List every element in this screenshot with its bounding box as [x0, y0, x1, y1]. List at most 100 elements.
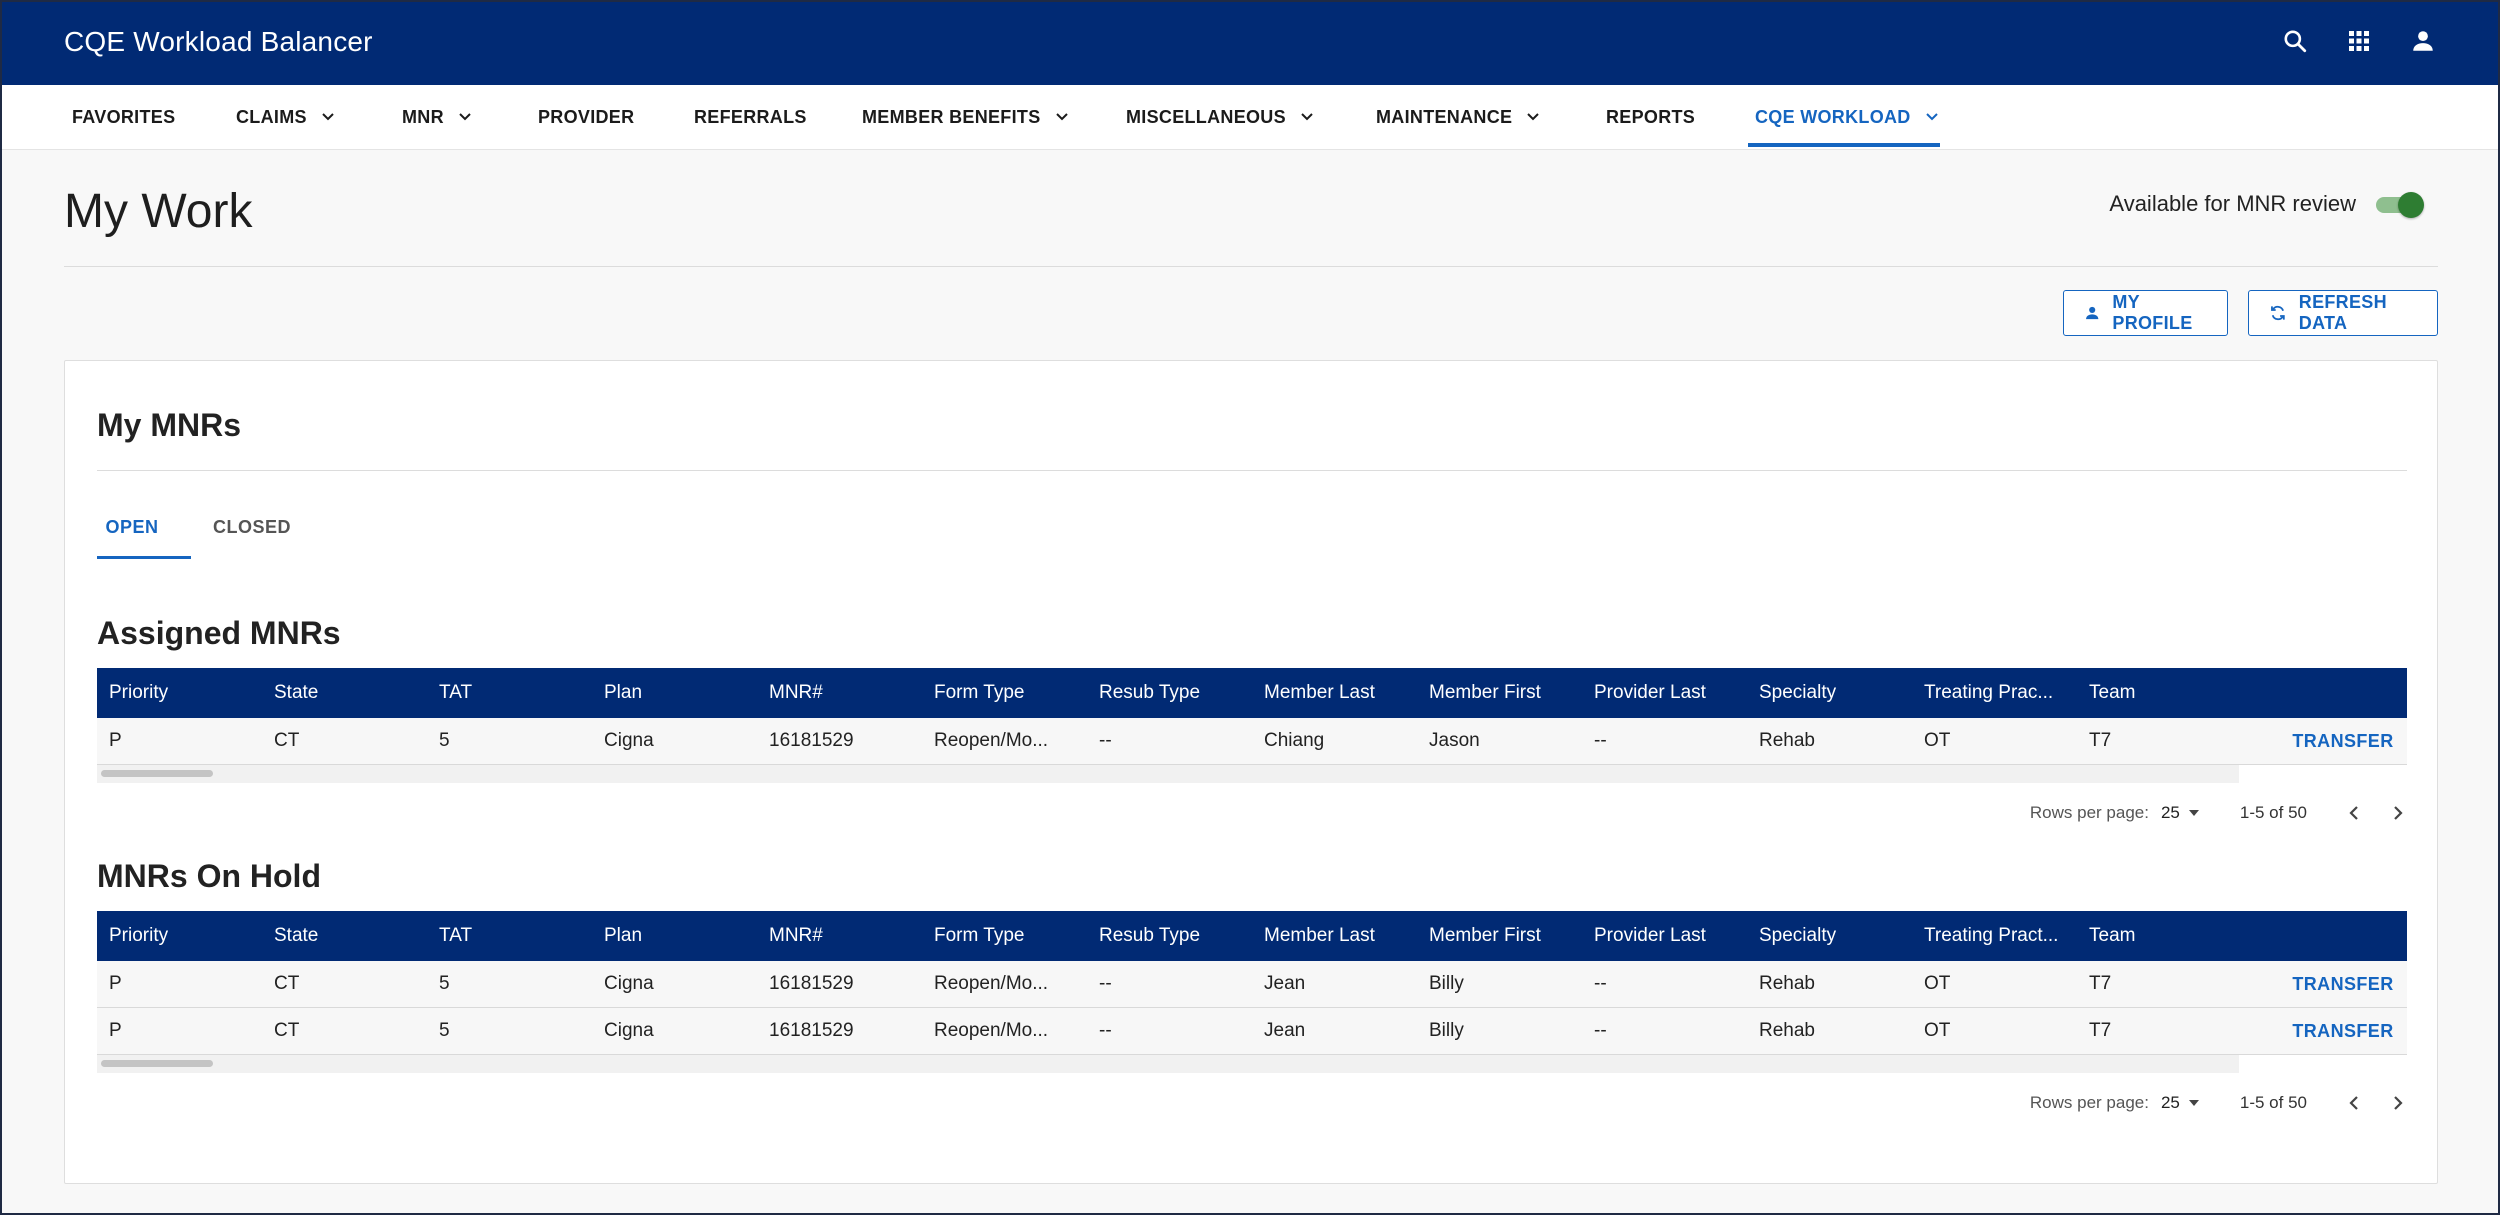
column-header[interactable]: Team	[2089, 925, 2136, 946]
table-cell: CT	[274, 973, 300, 994]
on-hold-pagination: Rows per page: 25 1-5 of 50	[2030, 1093, 2405, 1113]
apps-grid-icon[interactable]	[2344, 26, 2374, 56]
nav-maintenance[interactable]: MAINTENANCE	[1376, 85, 1540, 149]
nav-cqe-workload[interactable]: CQE WORKLOAD	[1755, 85, 1939, 149]
availability-label: Available for MNR review	[2109, 191, 2356, 216]
column-header[interactable]: Member First	[1429, 925, 1541, 946]
tab-open[interactable]: OPEN	[105, 517, 159, 537]
horizontal-scrollbar[interactable]	[97, 1055, 2239, 1073]
refresh-data-button[interactable]: REFRESH DATA	[2248, 290, 2438, 336]
column-header[interactable]: State	[274, 682, 319, 703]
refresh-icon	[2271, 305, 2285, 321]
table-cell: 16181529	[769, 973, 854, 994]
column-header[interactable]: Treating Pract...	[1924, 925, 2059, 946]
column-header[interactable]: Specialty	[1759, 925, 1837, 946]
column-header[interactable]: Priority	[109, 925, 169, 946]
nav-mnr[interactable]: MNR	[402, 85, 472, 149]
availability-toggle[interactable]	[2374, 190, 2424, 218]
page-range: 1-5 of 50	[2239, 803, 2307, 822]
nav-reports[interactable]: REPORTS	[1606, 85, 1695, 149]
nav-member-benefits[interactable]: MEMBER BENEFITS	[862, 85, 1069, 149]
column-header[interactable]: State	[274, 925, 319, 946]
nav-label: FAVORITES	[72, 106, 176, 127]
next-page-icon[interactable]	[2391, 1094, 2405, 1112]
nav-label: PROVIDER	[538, 106, 635, 127]
next-page-icon[interactable]	[2391, 804, 2405, 822]
column-header[interactable]: TAT	[439, 682, 473, 703]
table-cell: Cigna	[604, 1020, 654, 1041]
my-profile-button[interactable]: MY PROFILE	[2063, 290, 2228, 336]
rows-per-page-select[interactable]: 25	[2161, 803, 2200, 823]
column-header[interactable]: Team	[2089, 682, 2136, 703]
table-cell: Jean	[1264, 973, 1306, 994]
table-cell: Billy	[1429, 973, 1464, 994]
column-header[interactable]: MNR#	[769, 925, 823, 946]
column-header[interactable]: Form Type	[934, 682, 1025, 703]
table-cell: OT	[1924, 1020, 1951, 1041]
column-header[interactable]: Provider Last	[1594, 925, 1706, 946]
table-cell: P	[109, 730, 122, 751]
assigned-mnrs-table: Priority State TAT Plan MNR# Form Type Resub T…	[97, 668, 2407, 783]
column-header[interactable]: Form Type	[934, 925, 1025, 946]
nav-miscellaneous[interactable]: MISCELLANEOUS	[1126, 85, 1314, 149]
chevron-down-icon	[321, 112, 335, 122]
table-cell: 16181529	[769, 730, 854, 751]
rows-per-page-select[interactable]: 25	[2161, 1093, 2200, 1113]
scrollbar-thumb[interactable]	[101, 1060, 213, 1067]
account-icon[interactable]	[2408, 26, 2438, 56]
column-header[interactable]: Plan	[604, 682, 643, 703]
nav-favorites[interactable]: FAVORITES	[72, 85, 175, 149]
nav-referrals[interactable]: REFERRALS	[694, 85, 807, 149]
table-header: Priority State TAT Plan MNR# Form Type Resub T…	[97, 911, 2407, 961]
previous-page-icon[interactable]	[2347, 1094, 2361, 1112]
column-header[interactable]: Member Last	[1264, 682, 1375, 703]
main-nav: FAVORITES CLAIMS MNR PROVIDER REFERRALS …	[2, 85, 2498, 150]
divider	[64, 266, 2438, 267]
chevron-down-icon	[1055, 112, 1069, 122]
table-row: P CT 5 Cigna 16181529 Reopen/Mo... -- Chiang Jas…	[97, 718, 2407, 765]
column-header[interactable]: Specialty	[1759, 682, 1837, 703]
rows-per-page-label: Rows per page:	[2029, 1093, 2149, 1112]
dropdown-arrow-icon	[2188, 810, 2199, 816]
refresh-data-label: REFRESH DATA	[2298, 292, 2387, 333]
table-cell: Cigna	[604, 730, 654, 751]
nav-provider[interactable]: PROVIDER	[538, 85, 634, 149]
active-nav-indicator	[1748, 143, 1940, 147]
nav-label: MEMBER BENEFITS	[862, 106, 1041, 127]
previous-page-icon[interactable]	[2347, 804, 2361, 822]
tab-closed[interactable]: CLOSED	[213, 517, 292, 537]
page-title: My Work	[64, 185, 253, 238]
horizontal-scrollbar[interactable]	[97, 765, 2239, 783]
active-tab-indicator	[97, 556, 191, 559]
table-cell: 16181529	[769, 1020, 854, 1041]
transfer-button[interactable]: TRANSFER	[2292, 730, 2394, 751]
column-header[interactable]: MNR#	[769, 682, 823, 703]
nav-label: CQE WORKLOAD	[1755, 106, 1911, 127]
rows-per-page-value: 25	[2160, 1093, 2180, 1112]
column-header[interactable]: TAT	[439, 925, 473, 946]
column-header[interactable]: Resub Type	[1099, 925, 1201, 946]
column-header[interactable]: Member Last	[1264, 925, 1375, 946]
column-header[interactable]: Member First	[1429, 682, 1541, 703]
scrollbar-thumb[interactable]	[101, 770, 213, 777]
column-header[interactable]: Plan	[604, 925, 643, 946]
table-cell: CT	[274, 1020, 300, 1041]
table-cell: --	[1099, 730, 1112, 751]
column-header[interactable]: Provider Last	[1594, 682, 1706, 703]
table-cell: 5	[439, 1020, 450, 1041]
transfer-button[interactable]: TRANSFER	[2292, 1020, 2394, 1041]
table-cell: T7	[2089, 730, 2112, 751]
transfer-button[interactable]: TRANSFER	[2292, 973, 2394, 994]
search-icon[interactable]	[2280, 26, 2310, 56]
table-cell: OT	[1924, 973, 1951, 994]
column-header[interactable]: Resub Type	[1099, 682, 1201, 703]
table-cell: Reopen/Mo...	[934, 1020, 1049, 1041]
table-cell: Jean	[1264, 1020, 1306, 1041]
table-cell: Rehab	[1759, 973, 1815, 994]
column-header[interactable]: Priority	[109, 682, 169, 703]
toggle-knob	[2398, 192, 2424, 218]
app-title: CQE Workload Balancer	[64, 26, 373, 57]
nav-claims[interactable]: CLAIMS	[236, 85, 335, 149]
table-cell: Reopen/Mo...	[934, 730, 1049, 751]
column-header[interactable]: Treating Prac...	[1924, 682, 2054, 703]
